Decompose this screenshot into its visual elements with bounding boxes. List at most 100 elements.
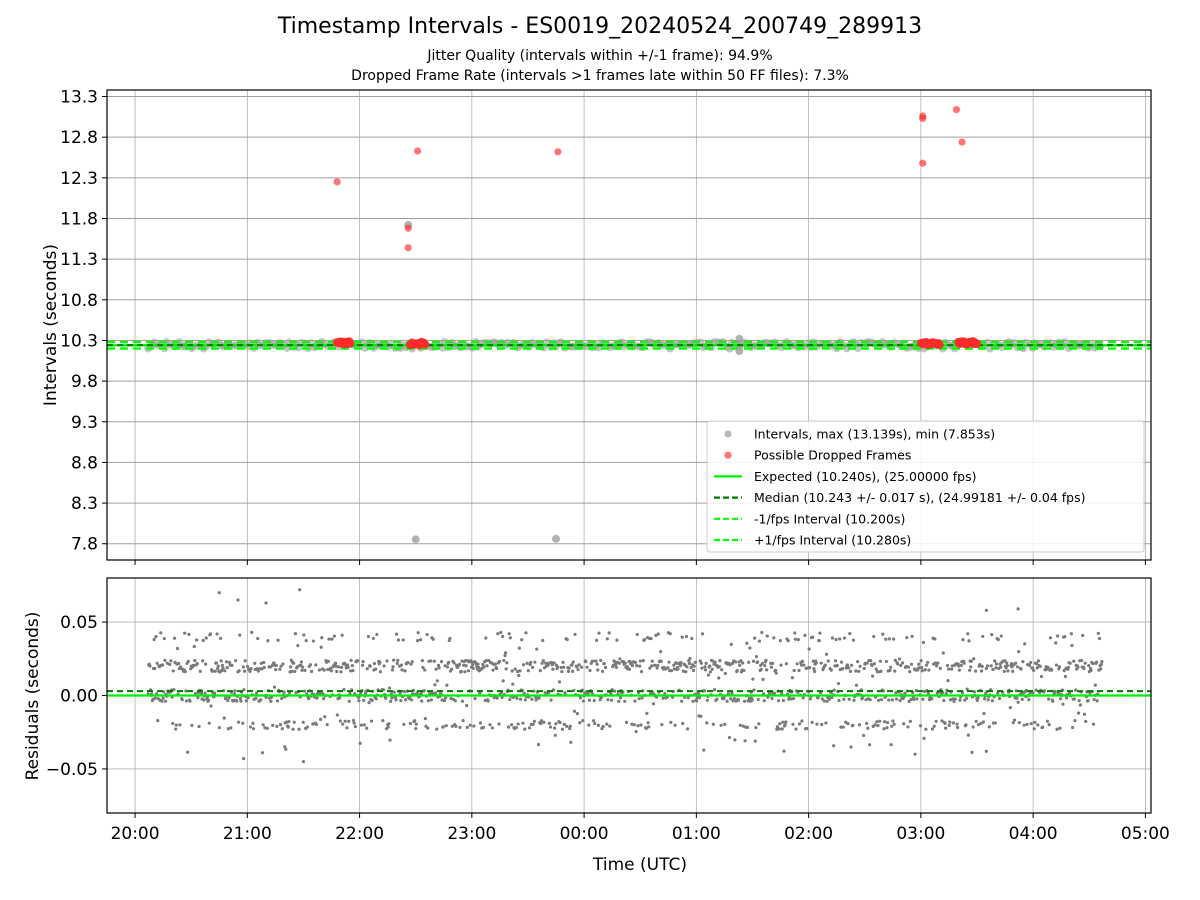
residual-point: [243, 659, 247, 663]
residual-point: [1056, 634, 1060, 638]
x-tick-label: 01:00: [672, 824, 721, 844]
residual-point: [921, 640, 926, 645]
residual-point: [947, 723, 951, 727]
residual-point: [562, 665, 566, 669]
residual-point: [567, 666, 571, 670]
residual-point: [1008, 706, 1012, 710]
residual-point: [575, 712, 580, 716]
residual-point: [1066, 665, 1070, 670]
residual-point: [685, 665, 689, 669]
residual-point: [659, 650, 663, 654]
residual-point: [1072, 659, 1076, 663]
residual-point: [717, 665, 721, 669]
top-plot-frame: [106, 89, 1152, 561]
residual-point: [959, 663, 963, 668]
residual-point: [765, 668, 769, 672]
residual-point: [1041, 725, 1045, 729]
residual-point: [223, 669, 227, 673]
residual-point: [746, 699, 750, 703]
residual-point: [854, 683, 859, 687]
residual-point: [537, 696, 541, 700]
residual-point: [808, 665, 812, 670]
residual-point: [819, 661, 823, 665]
residual-point: [811, 659, 815, 663]
residual-point: [1084, 719, 1088, 724]
residual-point: [284, 747, 288, 751]
residual-point: [304, 639, 308, 643]
residual-point: [950, 667, 954, 671]
residual-point: [1078, 703, 1082, 707]
residual-point: [163, 658, 167, 662]
residual-point: [948, 698, 953, 702]
residual-point: [1063, 674, 1067, 679]
residual-point: [518, 697, 523, 701]
residual-point: [587, 698, 592, 702]
residual-point: [498, 659, 502, 663]
residual-point: [504, 667, 508, 671]
residual-point: [201, 638, 205, 643]
residual-point: [400, 668, 404, 672]
residual-point: [705, 698, 709, 702]
residual-point: [207, 698, 211, 703]
residual-point: [1091, 722, 1096, 726]
residual-point: [559, 665, 563, 670]
residual-point: [835, 663, 839, 668]
residual-point: [297, 727, 301, 731]
residual-point: [568, 724, 572, 728]
residual-point: [518, 669, 522, 673]
residual-point: [866, 726, 870, 730]
residual-point: [214, 661, 219, 665]
residual-point: [851, 723, 855, 727]
residual-point: [818, 631, 822, 635]
residual-point: [1053, 689, 1057, 694]
residual-point: [763, 664, 767, 668]
residual-point: [902, 722, 906, 726]
residual-point: [536, 742, 541, 747]
residual-point: [845, 663, 850, 667]
residual-point: [503, 651, 508, 655]
residual-point: [608, 724, 612, 728]
residual-point: [728, 663, 732, 667]
residual-point: [1020, 697, 1024, 701]
residual-point: [335, 669, 339, 674]
residual-point: [386, 725, 390, 729]
residual-point: [169, 659, 173, 663]
top-y-tick-label: 13.3: [60, 88, 98, 108]
residual-point: [841, 666, 845, 671]
residual-point: [846, 722, 850, 726]
residual-point: [733, 660, 738, 664]
residual-point: [723, 722, 727, 726]
residual-point: [712, 688, 717, 692]
residual-point: [261, 723, 265, 727]
residual-point: [201, 659, 205, 663]
residual-point: [392, 658, 396, 662]
residual-point: [390, 668, 395, 672]
residual-point: [596, 723, 600, 727]
residual-point: [906, 725, 910, 729]
residual-point: [1067, 691, 1072, 695]
residual-point: [213, 669, 217, 673]
dropped-frame-point: [958, 138, 966, 146]
residual-point: [747, 696, 751, 700]
residual-point: [396, 638, 401, 642]
residual-point: [584, 660, 588, 664]
residual-point: [946, 679, 950, 683]
residual-point: [399, 699, 403, 703]
residual-point: [811, 635, 815, 639]
residual-point: [710, 667, 714, 671]
residual-point: [562, 722, 566, 726]
residual-point: [283, 745, 287, 749]
residual-point: [1035, 661, 1039, 666]
residual-point: [934, 719, 938, 723]
residual-point: [225, 665, 229, 670]
residual-point: [862, 733, 866, 738]
residual-point: [854, 669, 858, 673]
residual-point: [894, 691, 898, 695]
residual-point: [924, 663, 929, 667]
residual-point: [1032, 668, 1036, 672]
residual-point: [1005, 664, 1009, 668]
residual-point: [991, 667, 995, 672]
residual-point: [926, 691, 930, 696]
residual-point: [1021, 660, 1025, 664]
residual-point: [958, 698, 962, 702]
